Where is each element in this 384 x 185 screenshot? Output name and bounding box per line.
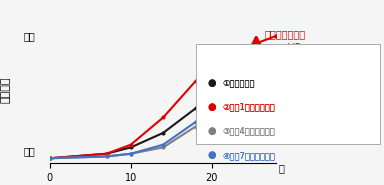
Text: ④週に7回冷却育毛剤: ④週に7回冷却育毛剤 — [223, 151, 276, 160]
Text: ●: ● — [207, 150, 216, 160]
Text: 低い: 低い — [24, 147, 36, 157]
Text: ●: ● — [207, 102, 216, 112]
Text: ③週に4回冷却育毛剤: ③週に4回冷却育毛剤 — [223, 127, 275, 136]
Text: 高い: 高い — [24, 31, 36, 41]
Text: 日: 日 — [279, 163, 285, 173]
Text: ●: ● — [207, 126, 216, 136]
Text: ●: ● — [207, 78, 216, 88]
Text: ④週に7回冷却育毛剤: ④週に7回冷却育毛剤 — [223, 151, 276, 160]
Text: ●: ● — [207, 150, 216, 160]
Text: 冷却刺激により
育毛効果UP: 冷却刺激により 育毛効果UP — [264, 29, 305, 52]
Text: ●: ● — [207, 126, 216, 136]
Text: ①室温品のみ: ①室温品のみ — [223, 79, 255, 88]
Text: ①室温品のみ: ①室温品のみ — [223, 79, 255, 88]
Text: ②週に1回冷却育毛剤: ②週に1回冷却育毛剤 — [223, 103, 275, 112]
Text: 育毛効果: 育毛効果 — [0, 77, 10, 103]
Text: ●: ● — [207, 102, 216, 112]
Text: ●: ● — [207, 78, 216, 88]
Text: ③週に4回冷却育毛剤: ③週に4回冷却育毛剤 — [223, 127, 275, 136]
Text: ②週に1回冷却育毛剤: ②週に1回冷却育毛剤 — [223, 103, 275, 112]
